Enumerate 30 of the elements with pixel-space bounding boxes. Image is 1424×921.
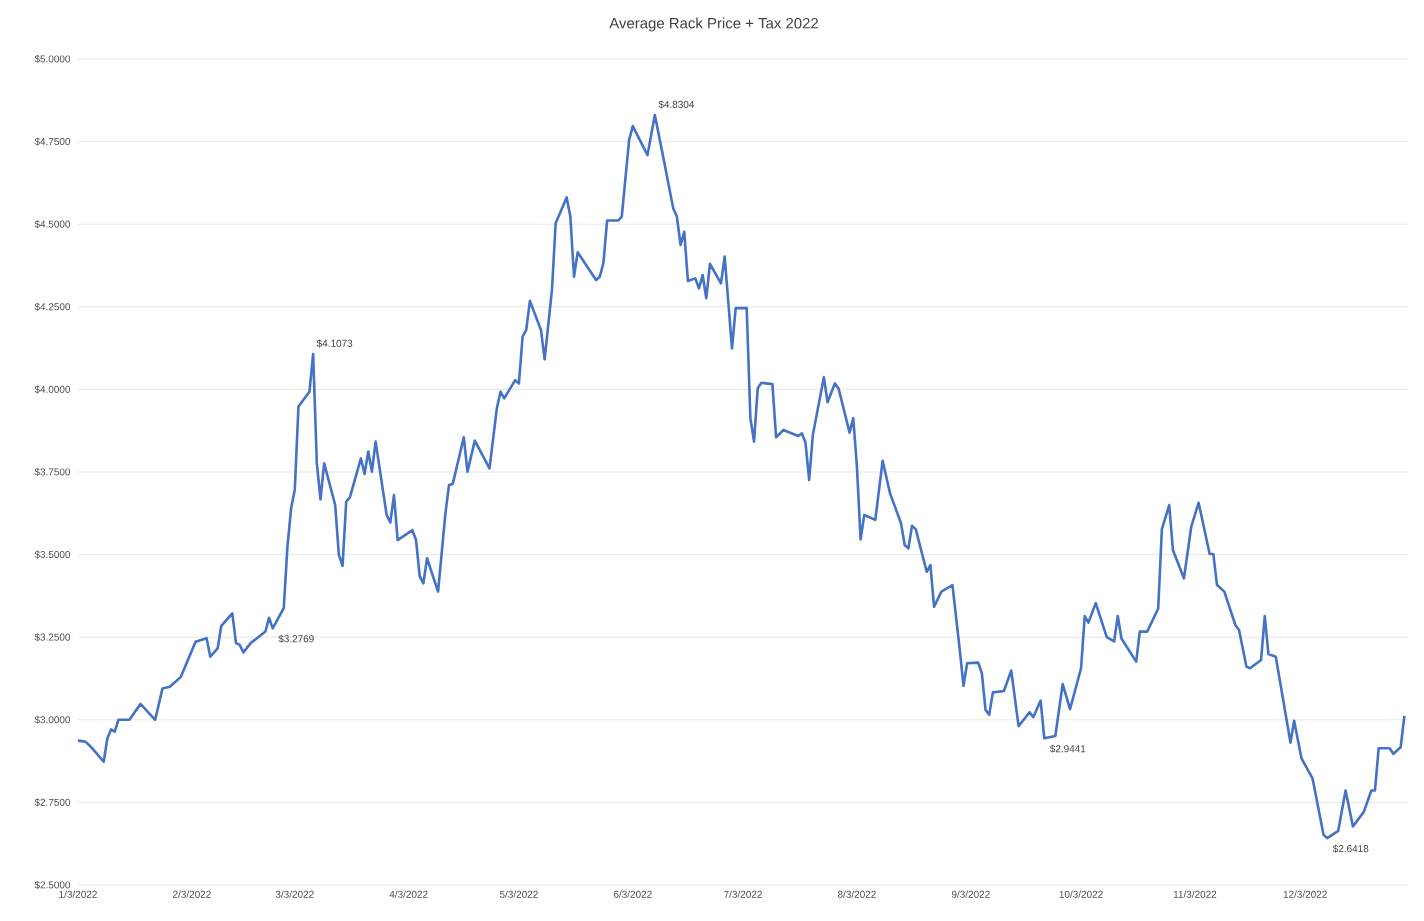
x-tick-label: 4/3/2022	[389, 890, 428, 898]
x-tick-label: 1/3/2022	[59, 890, 97, 898]
annotation: $4.8304	[658, 100, 695, 109]
y-tick-label: $5.0000	[34, 54, 71, 64]
y-tick-label: $3.5000	[34, 550, 71, 559]
x-tick-label: 10/3/2022	[1059, 890, 1103, 898]
x-tick-label: 3/3/2022	[275, 890, 314, 898]
x-tick-label: 9/3/2022	[951, 890, 990, 898]
annotation: $2.6418	[1332, 844, 1369, 853]
y-tick-label: $3.2500	[34, 633, 71, 642]
annotation: $4.1073	[316, 339, 353, 348]
x-tick-label: 12/3/2022	[1283, 890, 1327, 898]
chart-title: Average Rack Price + Tax 2022	[609, 17, 818, 32]
annotation: $3.2769	[278, 634, 314, 643]
y-tick-label: $4.0000	[34, 385, 71, 394]
y-tick-label: $4.5000	[34, 220, 71, 229]
y-tick-label: $2.5000	[34, 880, 71, 890]
y-tick-label: $3.7500	[34, 467, 71, 477]
y-tick-label: $3.0000	[34, 715, 71, 724]
y-tick-label: $4.7500	[34, 137, 71, 146]
x-tick-label: 6/3/2022	[613, 890, 652, 898]
x-tick-label: 7/3/2022	[724, 890, 762, 898]
x-tick-label: 8/3/2022	[837, 890, 876, 898]
x-tick-label: 2/3/2022	[173, 890, 211, 898]
line-series	[76, 113, 1406, 840]
y-tick-label: $2.7500	[34, 798, 71, 807]
x-tick-label: 5/3/2022	[499, 890, 538, 898]
annotation: $2.9441	[1049, 744, 1086, 753]
x-tick-label: 11/3/2022	[1173, 890, 1217, 898]
y-tick-label: $4.2500	[34, 302, 71, 311]
